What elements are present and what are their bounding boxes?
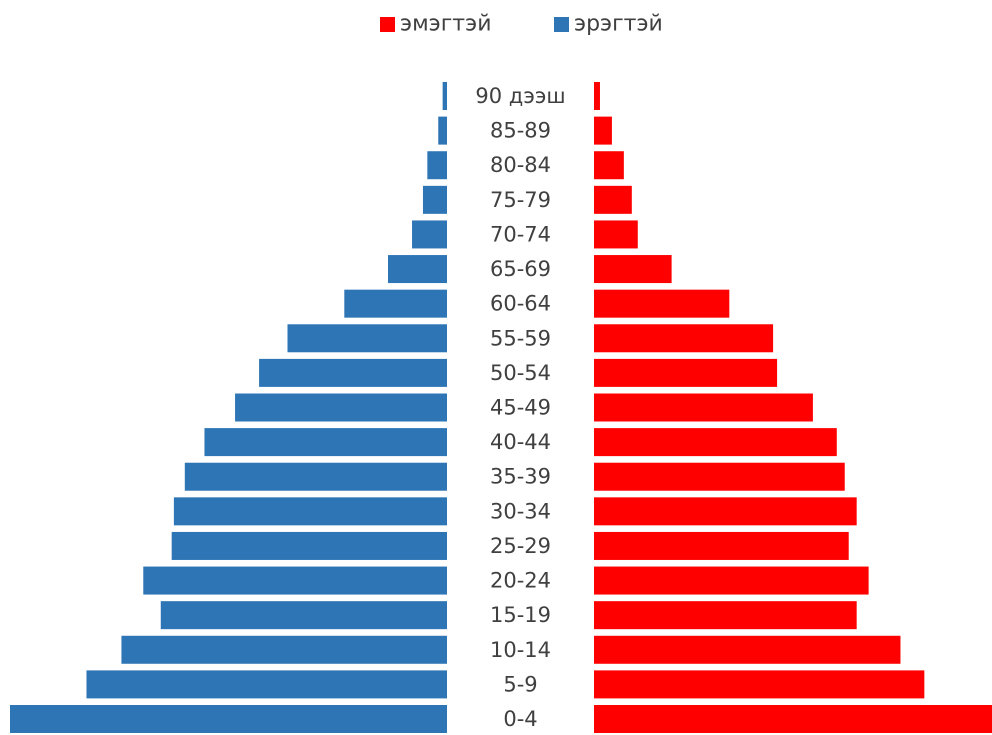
male-bar-85-89 xyxy=(438,116,447,145)
male-bar-80-84 xyxy=(427,151,447,180)
male-bar-25-29 xyxy=(171,531,447,560)
age-label-0-4: 0-4 xyxy=(503,707,537,731)
female-bar-10-14 xyxy=(594,635,901,664)
male-bar-30-34 xyxy=(173,497,447,526)
female-bar-25-29 xyxy=(594,531,849,560)
female-bar-5-9 xyxy=(594,670,925,699)
male-bar-15-19 xyxy=(160,601,447,630)
age-label-40-44: 40-44 xyxy=(490,430,551,454)
female-bars xyxy=(594,82,992,733)
female-bar-65-69 xyxy=(594,255,672,284)
age-label-55-59: 55-59 xyxy=(490,326,551,350)
male-bar-55-59 xyxy=(287,324,447,353)
legend-label-male: эрэгтэй xyxy=(574,12,663,37)
male-bar-45-49 xyxy=(235,393,447,422)
female-bar-20-24 xyxy=(594,566,869,595)
legend-swatch-female xyxy=(380,17,395,32)
female-bar-50-54 xyxy=(594,358,778,387)
female-bar-55-59 xyxy=(594,324,774,353)
male-bars xyxy=(10,82,448,733)
age-label-10-14: 10-14 xyxy=(490,638,551,662)
legend-swatch-male xyxy=(554,17,569,32)
female-bar-90-дээш xyxy=(594,82,600,110)
age-label-15-19: 15-19 xyxy=(490,603,551,627)
age-label-65-69: 65-69 xyxy=(490,257,551,281)
female-bar-85-89 xyxy=(594,116,612,145)
male-bar-75-79 xyxy=(422,185,447,214)
age-group-labels: 0-4 5-9 10-14 15-19 20-24 25-29 30-34 35-39 40-4… xyxy=(475,84,565,731)
age-label-35-39: 35-39 xyxy=(490,465,551,489)
female-bar-40-44 xyxy=(594,428,837,457)
age-label-30-34: 30-34 xyxy=(490,499,551,523)
male-bar-70-74 xyxy=(412,220,447,249)
female-bar-75-79 xyxy=(594,185,632,214)
male-bar-35-39 xyxy=(184,462,448,491)
female-bar-70-74 xyxy=(594,220,638,249)
female-bar-15-19 xyxy=(594,601,857,630)
age-label-60-64: 60-64 xyxy=(490,292,551,316)
male-bar-90-дээш xyxy=(442,82,447,110)
male-bar-50-54 xyxy=(259,358,447,387)
age-label-80-84: 80-84 xyxy=(490,153,551,177)
female-bar-60-64 xyxy=(594,289,730,318)
age-label-25-29: 25-29 xyxy=(490,534,551,558)
age-label-20-24: 20-24 xyxy=(490,569,551,593)
age-label-85-89: 85-89 xyxy=(490,119,551,143)
female-bar-35-39 xyxy=(594,462,845,491)
male-bar-10-14 xyxy=(121,635,447,664)
female-bar-0-4 xyxy=(594,705,992,733)
male-bar-40-44 xyxy=(204,428,447,457)
age-label-70-74: 70-74 xyxy=(490,222,551,246)
legend-label-female: эмэгтэй xyxy=(400,12,492,37)
age-label-75-79: 75-79 xyxy=(490,188,551,212)
chart-legend: эмэгтэй эрэгтэй xyxy=(380,12,663,37)
female-bar-30-34 xyxy=(594,497,857,526)
female-bar-45-49 xyxy=(594,393,813,422)
male-bar-60-64 xyxy=(344,289,447,318)
age-label-45-49: 45-49 xyxy=(490,396,551,420)
age-label-5-9: 5-9 xyxy=(503,672,537,696)
male-bar-0-4 xyxy=(10,705,447,733)
male-bar-65-69 xyxy=(388,255,447,284)
male-bar-20-24 xyxy=(143,566,447,595)
female-bar-80-84 xyxy=(594,151,624,180)
age-label-50-54: 50-54 xyxy=(490,361,551,385)
age-label-90-дээш: 90 дээш xyxy=(475,84,565,108)
male-bar-5-9 xyxy=(86,670,447,699)
